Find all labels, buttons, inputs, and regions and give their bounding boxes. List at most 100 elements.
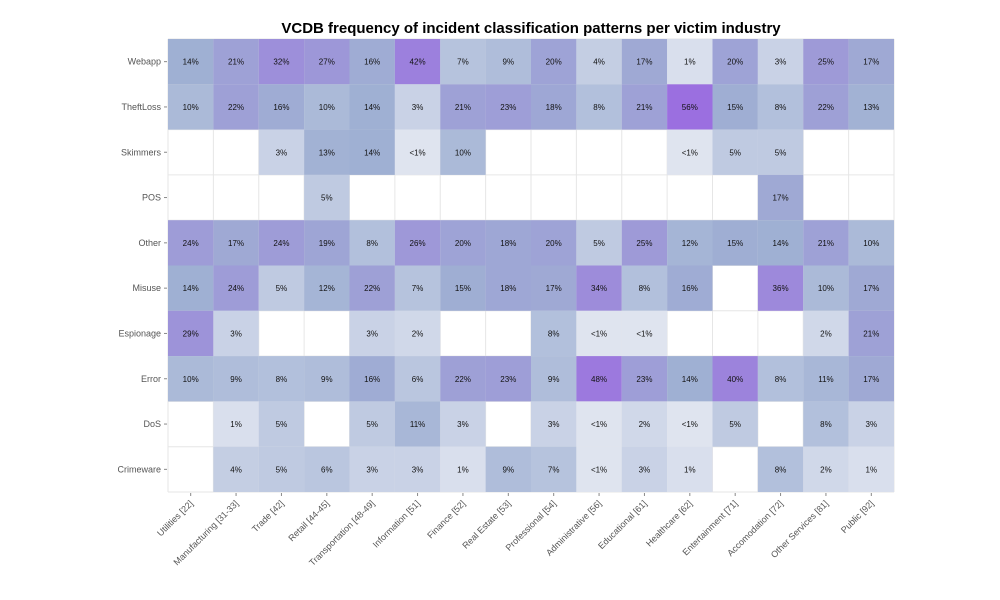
- heatmap-cell: [757, 446, 804, 492]
- heatmap-cell: [213, 446, 259, 492]
- cell-value-label: 23%: [500, 103, 516, 112]
- heatmap-cell: [803, 84, 849, 130]
- heatmap-cell: [803, 310, 849, 357]
- cell-value-label: 15%: [727, 239, 743, 248]
- cell-value-label: 14%: [183, 58, 199, 67]
- heatmap-cell: [803, 265, 849, 311]
- cell-value-label: 17%: [863, 375, 879, 384]
- y-tick-label: POS: [142, 193, 161, 203]
- heatmap-cell: [576, 446, 622, 492]
- heatmap-cell: [258, 220, 305, 266]
- cell-value-label: 3%: [230, 329, 242, 338]
- heatmap-cell: [258, 401, 305, 447]
- heatmap-cell: [168, 310, 214, 357]
- heatmap-cell: [349, 39, 395, 85]
- heatmap-cell: [394, 220, 441, 266]
- heatmap-cell: [394, 39, 441, 85]
- cell-value-label: 16%: [273, 103, 289, 112]
- cell-value-label: 18%: [500, 239, 516, 248]
- cell-value-label: 15%: [455, 284, 471, 293]
- cell-value-label: 22%: [364, 284, 380, 293]
- x-tick-label: Trade [42]: [250, 498, 286, 534]
- heatmap-cell: [712, 129, 758, 175]
- heatmap-cell: [531, 356, 577, 402]
- y-tick-label: Webapp: [128, 57, 161, 67]
- heatmap-cell: [576, 401, 622, 447]
- heatmap-cell: [213, 220, 259, 266]
- heatmap-cell: [258, 446, 305, 492]
- heatmap-cell: [258, 84, 305, 130]
- x-tick-label: Educational [61]: [596, 498, 649, 551]
- heatmap-cell: [440, 401, 486, 447]
- heatmap-cell: [349, 129, 395, 175]
- cell-value-label: 4%: [230, 465, 242, 474]
- cell-value-label: 23%: [500, 375, 516, 384]
- heatmap-cell: [304, 129, 350, 175]
- heatmap-cell: [667, 356, 713, 402]
- cell-value-label: <1%: [591, 329, 607, 338]
- heatmap-cell: [803, 401, 849, 447]
- heatmap-cell: [667, 446, 713, 492]
- heatmap-cell: [258, 265, 305, 311]
- cell-value-label: 25%: [818, 58, 834, 67]
- heatmap-cell: [394, 129, 441, 175]
- heatmap-cell: [531, 401, 577, 447]
- heatmap-cell: [349, 220, 395, 266]
- heatmap-cell: [349, 310, 395, 357]
- cell-value-label: 7%: [457, 58, 469, 67]
- cell-value-label: 10%: [818, 284, 834, 293]
- heatmap-cell: [168, 356, 214, 402]
- cell-value-label: <1%: [591, 465, 607, 474]
- heatmap-cell: [258, 39, 305, 85]
- cell-value-label: 11%: [818, 375, 833, 384]
- heatmap-cell: [848, 356, 894, 402]
- cell-value-label: 8%: [775, 103, 787, 112]
- x-tick-label: Real Estate [53]: [460, 498, 512, 550]
- cell-value-label: 14%: [183, 284, 199, 293]
- heatmap-cell: [576, 265, 622, 311]
- cell-value-label: 17%: [863, 284, 879, 293]
- cell-value-label: <1%: [591, 420, 607, 429]
- heatmap-cell: [803, 356, 849, 402]
- cell-value-label: 48%: [591, 375, 607, 384]
- heatmap-cell: [213, 84, 259, 130]
- heatmap-cell: [440, 39, 486, 85]
- cell-value-label: 1%: [866, 465, 878, 474]
- heatmap-cell: [168, 39, 214, 85]
- cell-value-label: 9%: [230, 375, 242, 384]
- heatmap-cell: [349, 446, 395, 492]
- heatmap-cell: [485, 220, 531, 266]
- y-tick-label: Skimmers: [121, 147, 161, 157]
- heatmap-cell: [440, 129, 486, 175]
- heatmap-cell: [531, 220, 577, 266]
- cell-value-label: 9%: [503, 465, 515, 474]
- cell-value-label: 10%: [183, 375, 199, 384]
- heatmap-cell: [848, 265, 894, 311]
- heatmap-cell: [440, 265, 486, 311]
- cell-value-label: 8%: [366, 239, 378, 248]
- heatmap-cell: [531, 84, 577, 130]
- cell-value-label: 2%: [820, 329, 832, 338]
- cell-value-label: 18%: [546, 103, 562, 112]
- cell-value-label: 2%: [639, 420, 651, 429]
- cell-value-label: 2%: [412, 329, 424, 338]
- cell-value-label: 34%: [591, 284, 607, 293]
- heatmap-cell: [349, 356, 395, 402]
- heatmap-cell: [531, 310, 577, 357]
- x-tick-label: Utilities [22]: [155, 498, 195, 538]
- cell-value-label: 10%: [863, 239, 879, 248]
- cell-value-label: 23%: [636, 375, 652, 384]
- x-tick-label: Retail [44-45]: [286, 498, 331, 543]
- cell-value-label: 17%: [546, 284, 562, 293]
- cell-value-label: 17%: [228, 239, 244, 248]
- cell-value-label: 56%: [682, 103, 698, 112]
- heatmap-cell: [757, 129, 804, 175]
- cell-value-label: 5%: [276, 420, 288, 429]
- heatmap-cell: [757, 84, 804, 130]
- heatmap-cell: [349, 84, 395, 130]
- heatmap-cell: [485, 356, 531, 402]
- cell-value-label: 24%: [228, 284, 244, 293]
- cell-value-label: 29%: [183, 329, 199, 338]
- heatmap-cell: [712, 39, 758, 85]
- heatmap-cell: [394, 356, 441, 402]
